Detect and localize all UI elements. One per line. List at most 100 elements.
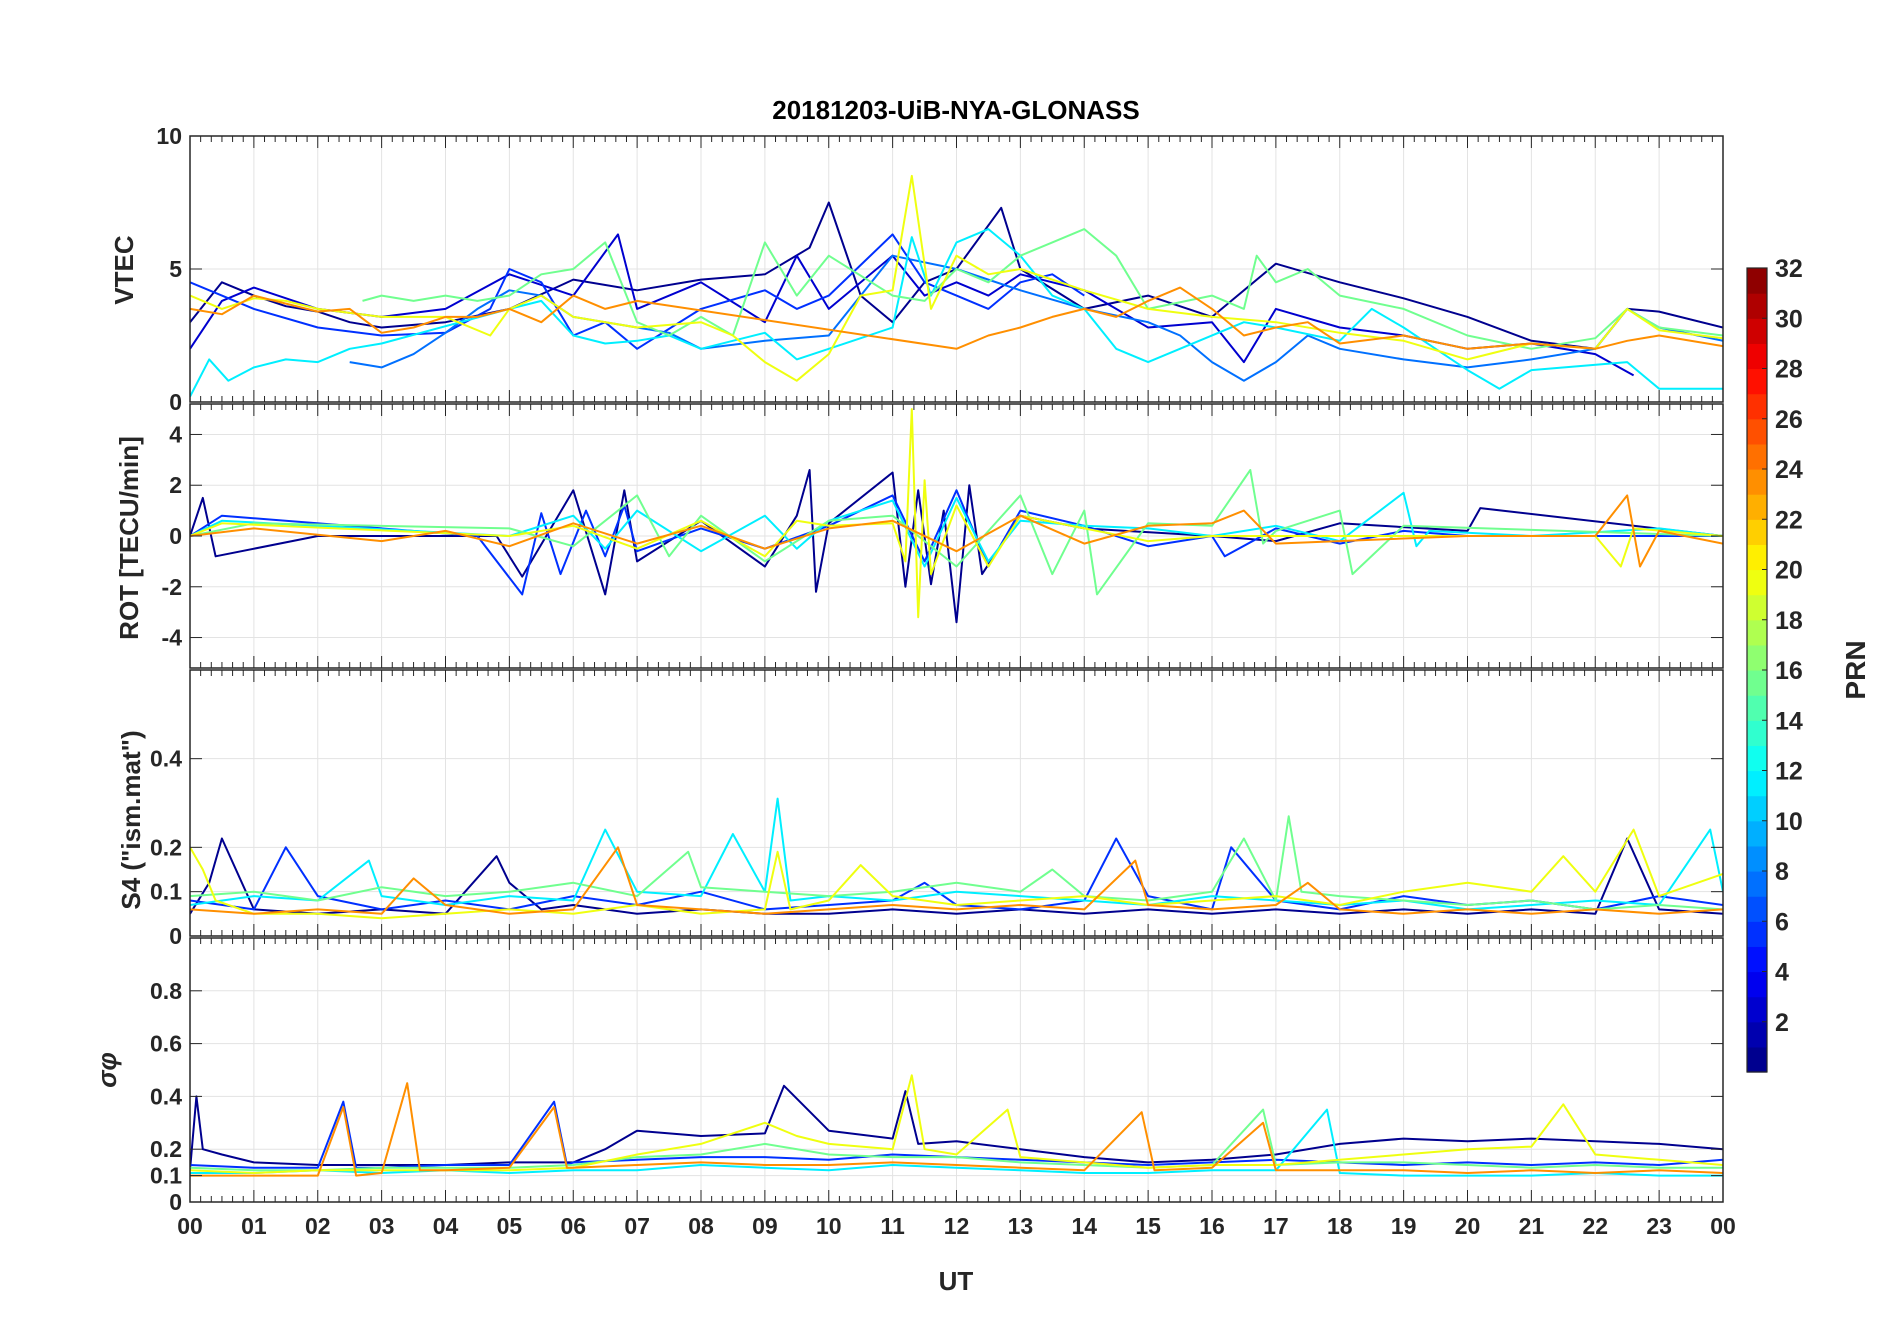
s4-panel: 0 0.1 0.2 0.4 (150, 669, 1724, 949)
vtec-series-group (190, 174, 1723, 398)
rot-ytick-label: 4 (169, 421, 182, 447)
x-tick-label: 07 (624, 1213, 650, 1239)
rot-ylabel: ROT [TECU/min] (114, 436, 144, 640)
colorbar-tick-label: 24 (1775, 456, 1803, 484)
sigma-ytick-label: 0.8 (150, 978, 182, 1004)
colorbar-tick-label: 2 (1775, 1009, 1789, 1037)
colorbar-tick-label: 26 (1775, 406, 1803, 434)
x-tick-label: 09 (752, 1213, 778, 1239)
x-tick-label: 17 (1263, 1213, 1289, 1239)
s4-series-prn16 (190, 815, 1723, 911)
rot-ytick-label: -4 (162, 625, 183, 651)
colorbar-swatch-prn32 (1747, 268, 1767, 294)
s4-ytick-label: 0.2 (150, 834, 182, 860)
colorbar-swatch-prn23 (1747, 494, 1767, 520)
sigma-ytick-label: 0.4 (150, 1083, 182, 1109)
x-tick-label: 22 (1582, 1213, 1608, 1239)
colorbar-swatch-prn2 (1747, 1021, 1767, 1048)
sigma-series-prn20 (190, 1074, 1723, 1174)
vtec-series-prn24 (190, 286, 1723, 350)
x-tick-label: 01 (241, 1213, 267, 1239)
vtec-series-prn12 (190, 228, 1723, 398)
vtec-ytick-label: 10 (156, 123, 182, 149)
colorbar-swatch-prn29 (1747, 343, 1767, 370)
sigma-ytick-label: 0.1 (150, 1163, 182, 1189)
s4-ylabel: S4 ("ism.mat") (116, 730, 146, 909)
colorbar-swatch-prn1 (1747, 1046, 1767, 1073)
rot-series-group (190, 408, 1723, 624)
x-tick-label: 21 (1519, 1213, 1545, 1239)
vtec-ylabel: VTEC (109, 235, 139, 305)
sigma-ytick-label: 0.6 (150, 1031, 182, 1057)
colorbar-swatch-prn17 (1747, 644, 1767, 671)
s4-series-prn24 (190, 846, 1723, 915)
vtec-series-prn1 (190, 201, 1723, 350)
x-tick-label: 11 (880, 1213, 905, 1239)
x-tick-label: 15 (1135, 1213, 1161, 1239)
vtec-panel: 0 5 10 (156, 123, 1724, 415)
colorbar-swatch-prn27 (1747, 393, 1767, 420)
colorbar-swatch-prn20 (1747, 569, 1767, 596)
colorbar-swatch-prn15 (1747, 695, 1767, 721)
colorbar-tick-label: 18 (1775, 607, 1803, 635)
colorbar-tick-label: 12 (1775, 758, 1803, 786)
x-tick-label: 06 (560, 1213, 586, 1239)
x-tick-label: 00 (1710, 1213, 1736, 1239)
s4-ytick-label: 0.4 (150, 746, 182, 772)
colorbar-tick-label: 4 (1775, 959, 1789, 987)
sigma-panel: 00.10.2 0.4 0.6 0.8 00 01 02 03 04 05 06 07 08 09 10 11… (150, 937, 1736, 1239)
vtec-series-prn6 (190, 233, 1085, 350)
colorbar-swatch-prn30 (1747, 318, 1767, 344)
colorbar-swatch-prn7 (1747, 896, 1767, 922)
colorbar-swatch-prn18 (1747, 619, 1767, 646)
x-tick-label: 18 (1327, 1213, 1353, 1239)
vtec-series-prn16 (362, 228, 1723, 350)
x-tick-label: 04 (433, 1213, 459, 1239)
sigma-ylabel: σφ (92, 1052, 122, 1088)
rot-ytick-label: -2 (162, 574, 182, 600)
colorbar-swatch-prn21 (1747, 544, 1767, 571)
s4-ytick-label: 0 (169, 923, 182, 949)
colorbar-swatch-prn9 (1747, 845, 1767, 872)
x-tick-label: 10 (816, 1213, 842, 1239)
colorbar-tick-label: 8 (1775, 858, 1789, 886)
colorbar-swatch-prn19 (1747, 594, 1767, 621)
colorbar-swatch-prn26 (1747, 418, 1767, 445)
rot-series-prn16 (190, 469, 1723, 596)
sigma-series-group (190, 1074, 1723, 1177)
colorbar-tick-label: 30 (1775, 305, 1803, 333)
x-tick-label: 19 (1391, 1213, 1417, 1239)
colorbar-swatch-prn4 (1747, 971, 1767, 998)
rot-ytick-label: 2 (169, 472, 182, 498)
colorbar-tick-label: 10 (1775, 808, 1803, 836)
colorbar-tick-label: 22 (1775, 506, 1803, 534)
rot-ytick-label: 0 (169, 523, 182, 549)
x-tick-label: 12 (944, 1213, 970, 1239)
colorbar-swatch-prn31 (1747, 293, 1767, 319)
sigma-series-prn1 (190, 1084, 1723, 1171)
s4-series-prn1 (190, 837, 1723, 915)
x-tick-label: 08 (688, 1213, 714, 1239)
colorbar-swatch-prn24 (1747, 469, 1767, 495)
sigma-ytick-label: 0 (169, 1189, 182, 1215)
x-tick-label: 20 (1455, 1213, 1481, 1239)
rot-series-prn24 (190, 494, 1723, 568)
colorbar-swatch-prn28 (1747, 368, 1767, 395)
colorbar-tick-label: 6 (1775, 908, 1789, 936)
colorbar-swatch-prn5 (1747, 946, 1767, 973)
x-axis-label: UT (939, 1266, 974, 1296)
vtec-ytick-label: 5 (169, 256, 182, 282)
x-tick-label: 13 (1008, 1213, 1034, 1239)
colorbar-swatch-prn13 (1747, 745, 1767, 772)
s4-ytick-label: 0.1 (150, 879, 182, 905)
x-tick-label: 16 (1199, 1213, 1225, 1239)
rot-panel: -4 -2 0 2 4 (162, 403, 1724, 669)
sigma-ytick-label: 0.2 (150, 1136, 182, 1162)
colorbar-label: PRN (1840, 640, 1871, 699)
colorbar-swatch-prn14 (1747, 720, 1767, 746)
colorbar-swatch-prn6 (1747, 921, 1767, 947)
colorbar-swatch-prn25 (1747, 443, 1767, 470)
colorbar-swatch-prn16 (1747, 670, 1767, 696)
s4-series-group (190, 797, 1723, 920)
x-tick-label: 23 (1646, 1213, 1672, 1239)
